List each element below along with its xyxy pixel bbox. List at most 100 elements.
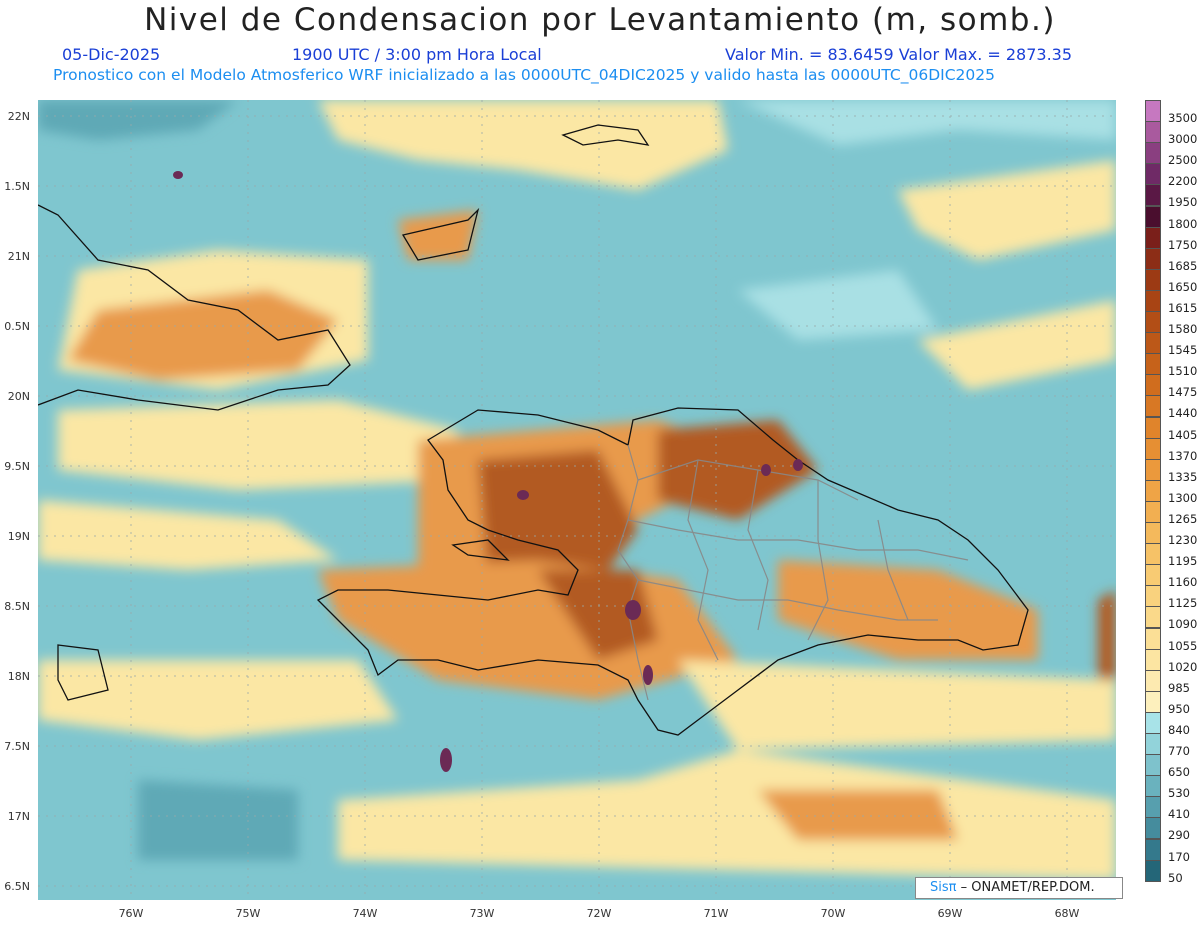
colorbar-label: 1405 bbox=[1168, 427, 1198, 442]
colorbar-label: 1265 bbox=[1168, 511, 1198, 526]
colorbar-swatch bbox=[1145, 669, 1161, 692]
colorbar-label: 840 bbox=[1168, 722, 1190, 737]
colorbar-label: 410 bbox=[1168, 807, 1190, 822]
hispaniola-coast bbox=[316, 407, 1029, 736]
credit-brand: Sisπ bbox=[930, 880, 957, 895]
cuba-coast bbox=[38, 204, 351, 411]
coastlines bbox=[38, 124, 1029, 736]
colorbar-label: 530 bbox=[1168, 786, 1190, 801]
colorbar-swatch bbox=[1145, 627, 1161, 650]
forecast-map bbox=[38, 100, 1116, 900]
colorbar-label: 1950 bbox=[1168, 195, 1198, 210]
gonave-island bbox=[451, 539, 510, 561]
colorbar-label: 1230 bbox=[1168, 533, 1198, 547]
colorbar-label: 1195 bbox=[1168, 554, 1198, 569]
colorbar-swatch bbox=[1145, 268, 1161, 291]
colorbar-swatch bbox=[1145, 817, 1161, 840]
colorbar-label: 1440 bbox=[1168, 406, 1198, 421]
colorbar-label: 1300 bbox=[1168, 490, 1198, 505]
lat-label: 21N bbox=[7, 250, 30, 263]
colorbar-swatch bbox=[1145, 754, 1161, 777]
colorbar-swatch bbox=[1145, 690, 1161, 713]
colorbar-label: 1055 bbox=[1168, 638, 1198, 653]
colorbar-label: 1090 bbox=[1168, 617, 1198, 632]
colorbar-label: 170 bbox=[1168, 849, 1190, 864]
colorbar-swatch bbox=[1145, 479, 1161, 502]
colorbar-swatch bbox=[1145, 184, 1161, 207]
colorbar-swatch bbox=[1145, 564, 1161, 587]
colorbar-swatch bbox=[1145, 458, 1161, 481]
colorbar-label: 950 bbox=[1168, 701, 1190, 716]
map-title: Nivel de Condensacion por Levantamiento … bbox=[144, 2, 1056, 38]
credit-box: Sisπ – ONAMET/REP.DOM. bbox=[915, 877, 1123, 899]
colorbar-swatch bbox=[1145, 437, 1161, 460]
caicos bbox=[561, 124, 650, 146]
colorbar-label: 2200 bbox=[1168, 174, 1198, 189]
colorbar-label: 1650 bbox=[1168, 279, 1198, 294]
colorbar-swatch bbox=[1145, 585, 1161, 608]
colorbar-swatch bbox=[1145, 733, 1161, 756]
province-borders bbox=[617, 444, 969, 701]
colorbar-swatch bbox=[1145, 142, 1161, 165]
forecast-label: Pronostico con el Modelo Atmosferico WRF… bbox=[53, 66, 995, 84]
lat-label: 6.5N bbox=[4, 880, 30, 893]
lat-label: 0.5N bbox=[4, 320, 30, 333]
lon-label: 68W bbox=[1054, 907, 1080, 920]
colorbar-swatch bbox=[1145, 247, 1161, 270]
colorbar-swatch bbox=[1145, 163, 1161, 186]
lon-label: 70W bbox=[820, 907, 846, 920]
lat-label: 9.5N bbox=[4, 460, 30, 473]
colorbar-swatch bbox=[1145, 838, 1161, 861]
colorbar-label: 1475 bbox=[1168, 385, 1198, 400]
colorbar-label: 1020 bbox=[1168, 659, 1198, 674]
colorbar-label: 1510 bbox=[1168, 364, 1198, 379]
graticule bbox=[38, 100, 1116, 900]
colorbar-swatch bbox=[1145, 859, 1161, 882]
colorbar-label: 2500 bbox=[1168, 153, 1198, 168]
lat-label: 19N bbox=[7, 530, 30, 543]
lon-label: 71W bbox=[703, 907, 729, 920]
lat-label: 8.5N bbox=[4, 600, 30, 613]
jamaica-coast bbox=[57, 644, 109, 701]
colorbar-swatch bbox=[1145, 796, 1161, 819]
colorbar-swatch bbox=[1145, 121, 1161, 144]
colorbar-label: 3000 bbox=[1168, 132, 1198, 147]
time-label: 1900 UTC / 3:00 pm Hora Local bbox=[292, 45, 542, 64]
lon-label: 74W bbox=[352, 907, 378, 920]
colorbar-swatch bbox=[1145, 648, 1161, 671]
colorbar-swatch bbox=[1145, 416, 1161, 439]
colorbar-label: 50 bbox=[1168, 870, 1183, 885]
lat-label: 22N bbox=[7, 110, 30, 123]
colorbar-label: 1335 bbox=[1168, 469, 1198, 484]
colorbar-label: 650 bbox=[1168, 765, 1190, 780]
credit-text: – ONAMET/REP.DOM. bbox=[960, 880, 1095, 895]
colorbar-label: 985 bbox=[1168, 680, 1190, 695]
colorbar-label: 1370 bbox=[1168, 448, 1198, 463]
colorbar-label: 1750 bbox=[1168, 237, 1198, 252]
colorbar-swatch bbox=[1145, 711, 1161, 734]
colorbar-swatch bbox=[1145, 226, 1161, 249]
lon-label: 76W bbox=[118, 907, 144, 920]
lat-label: 1.5N bbox=[4, 180, 30, 193]
colorbar-label: 1125 bbox=[1168, 596, 1198, 611]
colorbar-swatch bbox=[1145, 606, 1161, 629]
colorbar-label: 770 bbox=[1168, 744, 1190, 758]
colorbar-swatch bbox=[1145, 775, 1161, 798]
lon-label: 69W bbox=[937, 907, 963, 920]
colorbar-label: 1615 bbox=[1168, 300, 1198, 315]
colorbar-label: 290 bbox=[1168, 828, 1190, 843]
colorbar-swatch bbox=[1145, 100, 1161, 123]
colorbar-label: 1545 bbox=[1168, 343, 1198, 358]
lon-label: 73W bbox=[469, 907, 495, 920]
lon-label: 72W bbox=[586, 907, 612, 920]
lat-label: 18N bbox=[7, 670, 30, 683]
colorbar-label: 1160 bbox=[1168, 575, 1198, 590]
lon-label: 75W bbox=[235, 907, 261, 920]
colorbar-swatch bbox=[1145, 289, 1161, 312]
lat-label: 7.5N bbox=[4, 740, 30, 753]
colorbar-swatch bbox=[1145, 353, 1161, 376]
colorbar-label: 3500 bbox=[1168, 111, 1198, 125]
date-label: 05-Dic-2025 bbox=[62, 45, 161, 64]
colorbar-swatch bbox=[1145, 332, 1161, 355]
colorbar-swatch bbox=[1145, 543, 1161, 566]
